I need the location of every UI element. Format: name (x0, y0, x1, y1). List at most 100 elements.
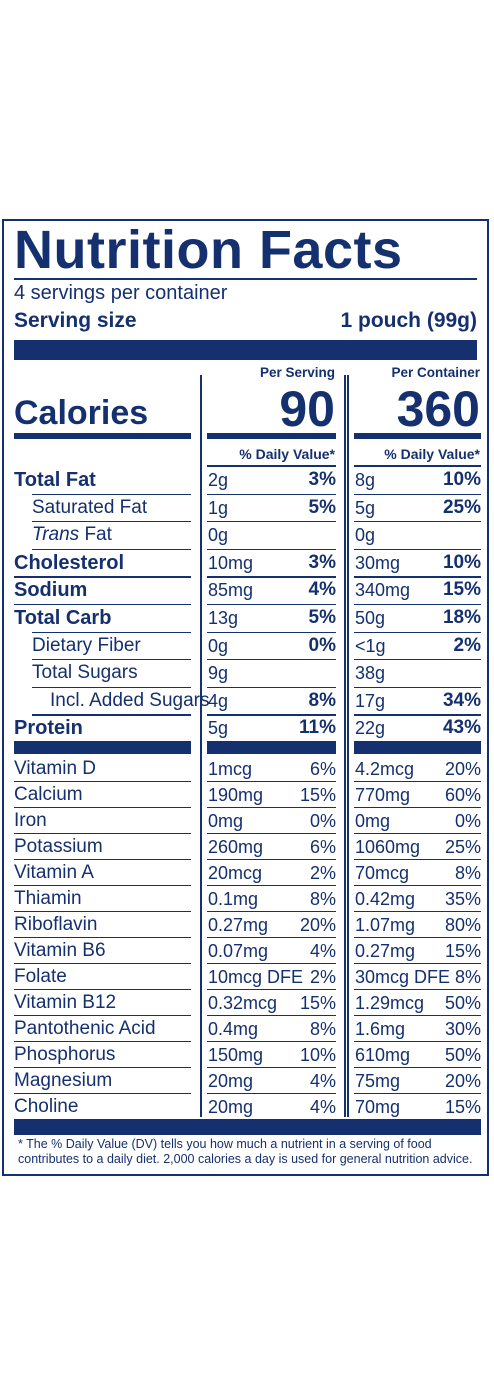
thick-divider-mid-serving (207, 741, 336, 754)
serving-daily-value: 4% (308, 579, 336, 601)
vitamin-row: Magnesium 20mg 4% 75mg 20% (4, 1068, 487, 1095)
row-rule-serving (207, 686, 336, 688)
serving-amount: 0mg (208, 811, 244, 831)
serving-amount: 9g (208, 663, 229, 684)
serving-daily-value: 3% (308, 551, 336, 573)
row-rule-serving (207, 781, 336, 783)
serving-daily-value: 20% (299, 915, 336, 935)
serving-daily-value: 8% (309, 1019, 336, 1039)
nutrient-name: Saturated Fat (32, 496, 148, 518)
calories-per-container: 360 (396, 381, 480, 437)
nutrient-row: Total Sugars 9g 38g (4, 660, 487, 687)
vitamin-name: Vitamin B6 (14, 940, 106, 961)
calories-label: Calories (14, 394, 149, 432)
vitamin-name: Vitamin A (14, 862, 94, 883)
thick-divider-mid-container (354, 741, 481, 754)
row-rule-serving (207, 631, 336, 633)
row-rule-serving (207, 807, 336, 809)
row-rule-container (354, 807, 481, 809)
container-amount: 70mg (355, 1097, 401, 1117)
nutrient-row: Protein 5g 11% 22g 43% (4, 715, 487, 742)
serving-amount: 1g (208, 497, 229, 518)
calories-rule-name (14, 433, 191, 439)
serving-amount: 5g (208, 718, 229, 739)
row-rule-container (354, 576, 481, 578)
serving-daily-value: 10% (299, 1045, 336, 1065)
serving-daily-value: 4% (309, 1097, 336, 1117)
container-amount: 17g (355, 690, 386, 711)
container-daily-value: 18% (442, 607, 481, 628)
container-daily-value: 0% (454, 811, 481, 831)
vitamin-row: Choline 20mg 4% 70mg 15% (4, 1094, 487, 1121)
row-rule-container (354, 1093, 481, 1095)
container-daily-value: 15% (444, 941, 481, 961)
nutrient-name: Total Fat (14, 469, 96, 491)
serving-amount: 85mg (208, 580, 254, 601)
container-amount: 1.6mg (355, 1019, 406, 1039)
container-daily-value: 25% (444, 837, 481, 857)
serving-daily-value: 4% (309, 1071, 336, 1091)
container-amount: 5g (355, 497, 376, 518)
row-rule-container (354, 1015, 481, 1017)
container-daily-value: 10% (442, 551, 481, 573)
row-rule-name (14, 576, 191, 578)
vitamin-name: Iron (14, 810, 47, 831)
row-rule-name (14, 781, 191, 783)
vitamin-name: Potassium (14, 836, 103, 857)
label-title: Nutrition Facts (14, 220, 403, 280)
serving-daily-value: 8% (309, 889, 336, 909)
thick-divider-mid-name (14, 741, 191, 754)
row-rule-name (14, 937, 191, 939)
serving-daily-value: 11% (299, 717, 336, 739)
container-amount: 75mg (355, 1071, 401, 1091)
row-rule-name (14, 1093, 191, 1095)
vitamin-name: Thiamin (14, 888, 82, 909)
row-rule-serving (207, 604, 336, 606)
serving-daily-value: 15% (299, 993, 336, 1013)
vitamin-row: Thiamin 0.1mg 8% 0.42mg 35% (4, 886, 487, 913)
container-amount: 30mcg DFE (355, 967, 451, 987)
row-rule-container (354, 885, 481, 887)
dv-rule-container (354, 465, 481, 467)
row-rule-serving (207, 911, 336, 913)
vitamin-row: Iron 0mg 0% 0mg 0% (4, 808, 487, 835)
thick-divider-bottom (14, 1119, 481, 1135)
container-daily-value: 80% (444, 915, 481, 935)
row-rule-serving (207, 493, 336, 495)
serving-amount: 20mg (208, 1071, 254, 1091)
container-amount: 22g (355, 718, 386, 739)
row-rule-container (354, 833, 481, 835)
vitamin-name: Magnesium (14, 1070, 113, 1091)
row-rule-name (32, 659, 191, 661)
serving-daily-value: 2% (309, 863, 336, 883)
row-rule-container (354, 604, 481, 606)
nutrient-row: Sodium 85mg 4% 340mg 15% (4, 577, 487, 604)
container-amount: 70mcg (355, 863, 410, 883)
container-daily-value: 60% (444, 785, 481, 805)
container-amount: 1060mg (355, 837, 421, 857)
column-separator-1 (200, 375, 202, 1117)
nutrient-row: Trans Fat 0g 0g (4, 522, 487, 549)
vitamin-row: Vitamin B6 0.07mg 4% 0.27mg 15% (4, 938, 487, 965)
dv-rule-serving (207, 465, 336, 467)
vitamin-row: Folate 10mcg DFE 2% 30mcg DFE 8% (4, 964, 487, 991)
nutrient-name: Cholesterol (14, 551, 125, 574)
row-rule-serving (207, 548, 336, 550)
thick-divider-top (14, 340, 477, 360)
container-daily-value: 10% (442, 469, 481, 490)
serving-amount: 190mg (208, 785, 264, 805)
vitamin-name: Vitamin B12 (14, 992, 117, 1013)
per-container-header: Per Container (391, 365, 480, 380)
nutrient-name-italic: Trans (32, 524, 80, 546)
vitamin-row: Vitamin A 20mcg 2% 70mcg 8% (4, 860, 487, 887)
row-rule-container (354, 521, 481, 523)
row-rule-serving (207, 1093, 336, 1095)
container-amount: 0.42mg (355, 889, 416, 909)
vitamin-name: Choline (14, 1096, 79, 1117)
nutrient-row: Incl. Added Sugars 4g 8% 17g 34% (4, 688, 487, 715)
vitamin-name: Vitamin D (14, 758, 97, 779)
row-rule-name (14, 604, 191, 606)
vitamin-row: Potassium 260mg 6% 1060mg 25% (4, 834, 487, 861)
container-amount: 30mg (355, 552, 401, 573)
row-rule-serving (207, 963, 336, 965)
